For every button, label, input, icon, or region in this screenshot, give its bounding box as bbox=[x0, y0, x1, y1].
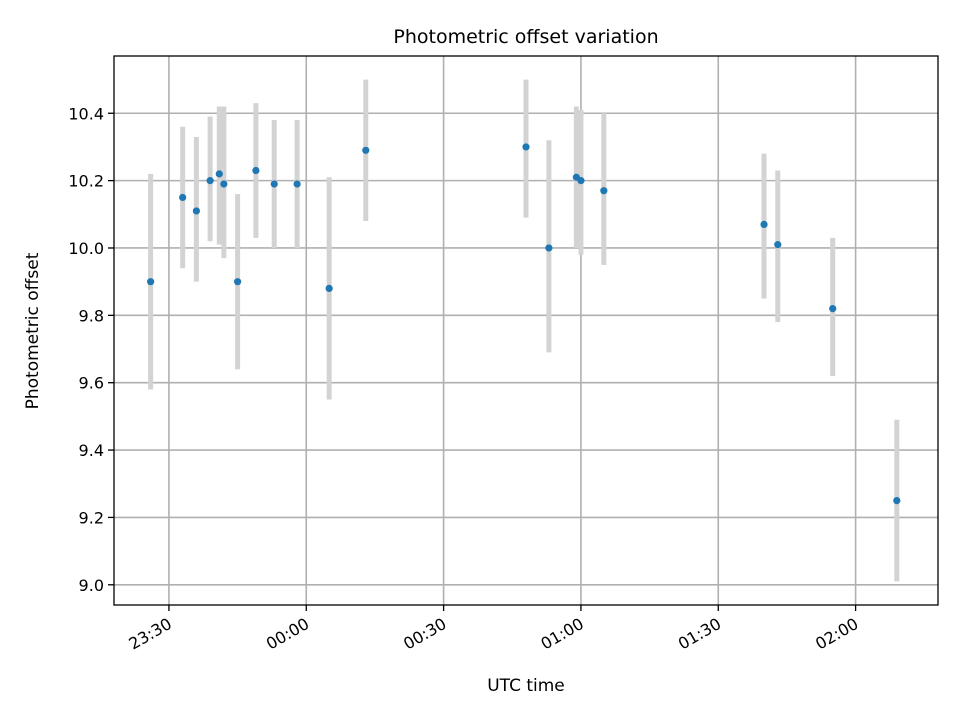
data-point bbox=[774, 241, 782, 249]
data-point bbox=[829, 305, 837, 313]
data-point bbox=[192, 207, 200, 215]
data-point bbox=[522, 143, 530, 151]
data-point bbox=[545, 244, 553, 252]
data-point bbox=[252, 166, 260, 175]
data-point bbox=[325, 284, 333, 292]
data-point bbox=[577, 177, 585, 185]
data-point bbox=[179, 193, 187, 202]
chart-title: Photometric offset variation bbox=[393, 26, 658, 48]
data-point bbox=[270, 180, 278, 188]
data-point bbox=[293, 180, 301, 188]
y-axis-title: Photometric offset bbox=[23, 252, 43, 409]
y-tick-label: 9.8 bbox=[79, 306, 104, 325]
y-tick-label: 9.0 bbox=[79, 576, 104, 595]
data-point bbox=[600, 187, 608, 195]
y-tick-label: 10.4 bbox=[68, 104, 104, 123]
data-point bbox=[220, 180, 228, 188]
data-point bbox=[234, 278, 242, 286]
y-tick-label: 9.6 bbox=[79, 374, 104, 393]
data-point bbox=[362, 146, 370, 154]
y-tick-label: 10.2 bbox=[68, 172, 104, 191]
y-tick-label: 9.2 bbox=[79, 508, 104, 527]
y-tick-label: 9.4 bbox=[79, 441, 104, 460]
data-point bbox=[206, 177, 214, 185]
data-point bbox=[893, 496, 901, 505]
data-point bbox=[215, 170, 223, 178]
data-points bbox=[147, 143, 901, 505]
x-axis-title: UTC time bbox=[487, 676, 565, 696]
y-tick-label: 10.0 bbox=[68, 239, 104, 258]
plot-frame bbox=[113, 55, 939, 606]
data-point bbox=[760, 220, 768, 229]
data-point bbox=[147, 278, 155, 286]
